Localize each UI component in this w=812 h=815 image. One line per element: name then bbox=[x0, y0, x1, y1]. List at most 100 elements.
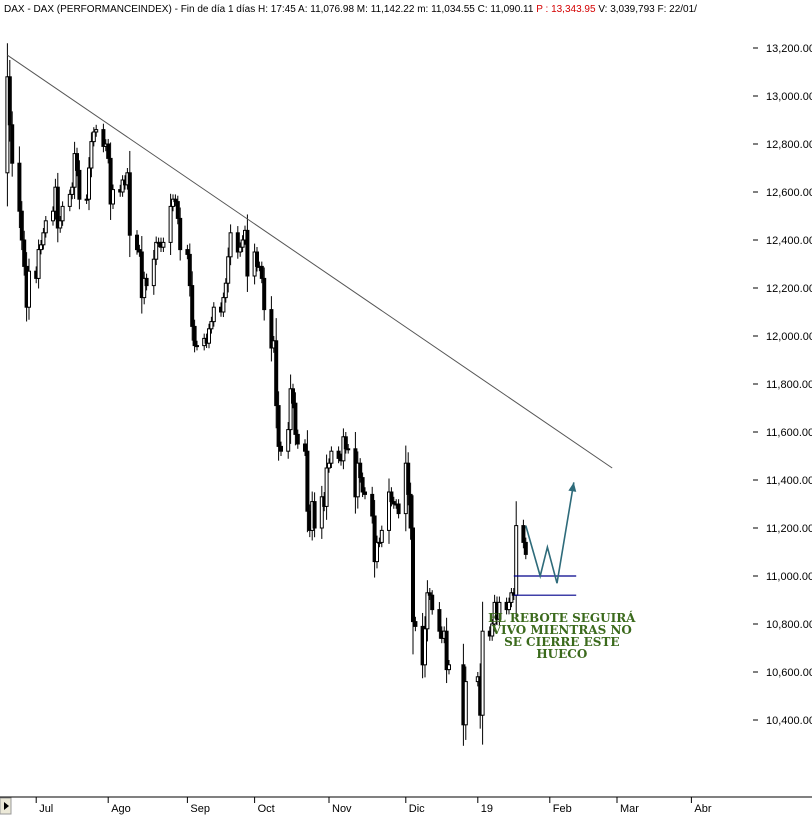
y-tick-label: 11,400.00 bbox=[766, 475, 812, 487]
candle-body bbox=[408, 493, 413, 529]
candle-body bbox=[51, 210, 55, 222]
y-tick-label: 11,600.00 bbox=[766, 427, 812, 439]
candle-body bbox=[291, 388, 295, 404]
candle-body bbox=[77, 169, 82, 200]
header-v-value: 3,039,793 bbox=[610, 4, 655, 15]
x-axis: Jul Ago Sep Oct Nov Dic 19 Feb Mar Abr bbox=[35, 797, 712, 815]
candle-body bbox=[135, 234, 139, 251]
candle-body bbox=[358, 462, 363, 479]
candle-body bbox=[490, 623, 495, 637]
candle-body bbox=[108, 157, 113, 205]
candle-body bbox=[360, 477, 365, 493]
candle-body bbox=[507, 601, 511, 611]
y-tick-label: 10,800.00 bbox=[766, 619, 812, 631]
candle-body bbox=[223, 282, 228, 299]
header-a-label: A: bbox=[298, 4, 307, 15]
candle-body bbox=[444, 630, 449, 671]
candle-body bbox=[111, 189, 115, 205]
candle-body bbox=[43, 220, 48, 234]
header-p-value: 13,343.95 bbox=[551, 4, 596, 15]
x-tick-label: Ago bbox=[111, 803, 131, 815]
candle-body bbox=[192, 325, 197, 347]
y-tick-label: 12,000.00 bbox=[766, 331, 812, 343]
candle-body bbox=[274, 340, 279, 407]
candle-body bbox=[91, 131, 96, 143]
candle-body bbox=[447, 664, 451, 671]
candle-body bbox=[187, 253, 192, 287]
candle-body bbox=[55, 186, 60, 229]
y-tick-label: 12,800.00 bbox=[766, 139, 812, 151]
candle-body bbox=[87, 167, 91, 200]
candle-body bbox=[327, 462, 331, 469]
header-p-label: P bbox=[536, 4, 543, 15]
header-symbol: DAX bbox=[4, 4, 25, 15]
candle-body bbox=[235, 232, 240, 253]
candle-body bbox=[142, 277, 147, 299]
candle-body bbox=[41, 232, 46, 246]
x-tick-label: Mar bbox=[620, 803, 639, 815]
candle-body bbox=[151, 258, 156, 287]
candle-body bbox=[255, 251, 259, 267]
candle-body bbox=[262, 277, 267, 311]
annotation-line: SE CIERRE ESTE bbox=[504, 635, 619, 649]
candle-body bbox=[370, 493, 375, 517]
candle-body bbox=[319, 496, 324, 529]
candle-body bbox=[355, 462, 360, 498]
candle-body bbox=[303, 443, 307, 452]
downtrend-line bbox=[7, 54, 613, 469]
header-v-label: V: bbox=[598, 4, 607, 15]
candle-body bbox=[286, 429, 291, 452]
candle-body bbox=[293, 402, 298, 435]
candle-body bbox=[27, 270, 31, 308]
candle-body bbox=[19, 210, 24, 241]
candle-body bbox=[75, 153, 79, 171]
y-tick-label: 13,000.00 bbox=[766, 91, 812, 103]
candle-body bbox=[106, 143, 111, 159]
candle-body bbox=[58, 220, 63, 229]
candle-body bbox=[238, 246, 243, 253]
x-tick-label: Feb bbox=[553, 803, 572, 815]
header-c-label: C: bbox=[478, 4, 488, 15]
candle-body bbox=[70, 186, 75, 195]
candle-body bbox=[36, 249, 41, 279]
y-axis: 10,400.00 10,600.00 10,800.00 11,000.00 11,2… bbox=[753, 43, 812, 727]
candle-body bbox=[295, 433, 300, 445]
candle-body bbox=[245, 229, 250, 277]
candle-body bbox=[190, 285, 195, 327]
header-m-value: 11,142.22 bbox=[371, 4, 415, 15]
play-right-icon[interactable] bbox=[4, 802, 9, 810]
candle-body bbox=[60, 205, 65, 222]
candle-body bbox=[523, 541, 528, 555]
candle-body bbox=[363, 491, 367, 495]
y-tick-label: 12,400.00 bbox=[766, 235, 812, 247]
candle-body bbox=[22, 239, 27, 267]
candle-body bbox=[406, 462, 411, 495]
x-tick-label: Abr bbox=[694, 803, 711, 815]
candle-body bbox=[195, 345, 199, 348]
candle-body bbox=[396, 503, 401, 515]
annotation-line: HUECO bbox=[536, 647, 587, 661]
candle-body bbox=[276, 405, 281, 447]
candle-body bbox=[240, 239, 245, 248]
candle-body bbox=[211, 306, 216, 323]
candle-body bbox=[269, 309, 274, 349]
header-h-label: H: bbox=[258, 4, 268, 15]
candle-body bbox=[288, 388, 293, 431]
candle-body bbox=[379, 529, 384, 543]
header-c-value: 11,090.11 bbox=[490, 4, 533, 15]
candle-body bbox=[387, 491, 391, 531]
header-h-value: 17:45 bbox=[271, 4, 296, 15]
candle-body bbox=[521, 525, 526, 543]
candle-body bbox=[336, 450, 341, 459]
gap-lines bbox=[513, 575, 577, 596]
candle-body bbox=[413, 621, 418, 627]
candle-body bbox=[7, 76, 12, 126]
scroll-button[interactable] bbox=[0, 797, 12, 815]
candle-body bbox=[139, 251, 144, 299]
candle-body bbox=[127, 172, 132, 236]
y-tick-label: 10,400.00 bbox=[766, 715, 812, 727]
candle-body bbox=[279, 445, 283, 452]
annotation-text: EL REBOTE SEGUIRÁ VIVO MIENTRAS NO SE CIER… bbox=[488, 610, 636, 661]
